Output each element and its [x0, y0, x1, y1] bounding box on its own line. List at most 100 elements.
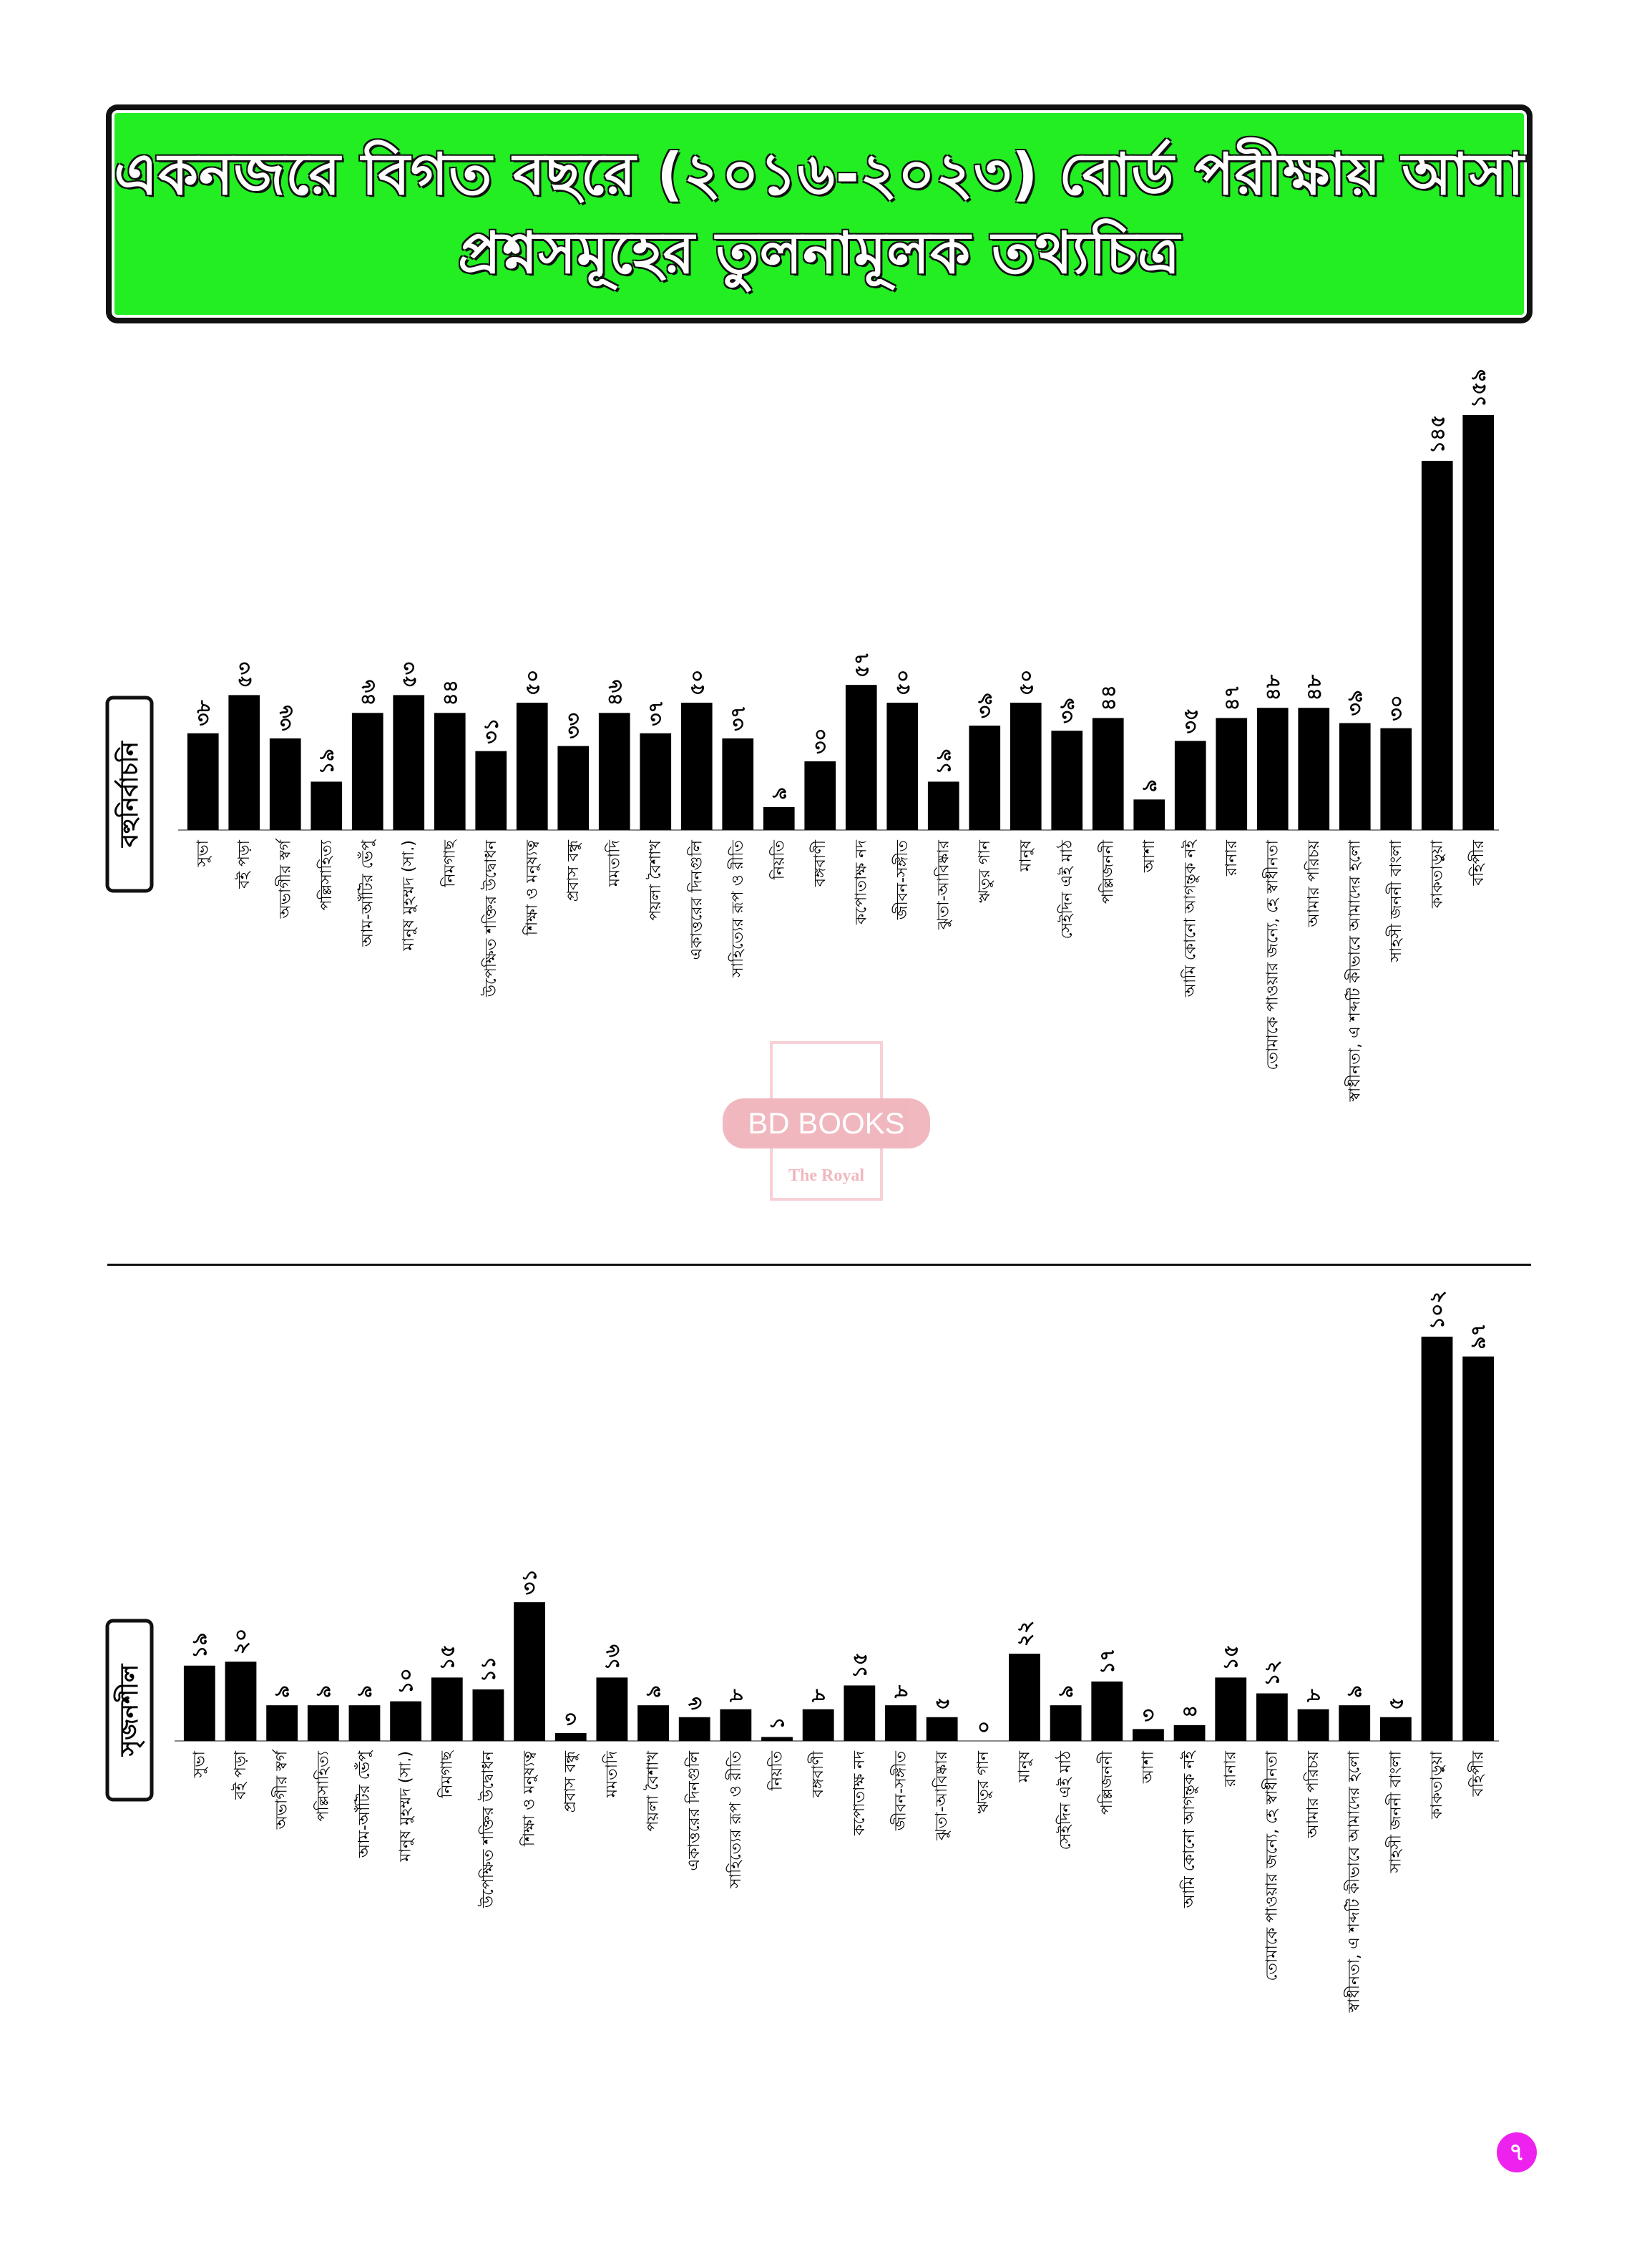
category-label-1-29: সাহসী জননী বাংলা	[1385, 1750, 1404, 1873]
bar-1-22	[1091, 1681, 1123, 1741]
value-label-1-31: ৯৭	[1467, 1323, 1490, 1349]
bar-1-29	[1379, 1717, 1412, 1741]
bar-0-11	[640, 733, 672, 830]
mcq-bar-chart: বহুনির্বাচনি ৩৮ সুভা ৫৩ বই পড়া ৩৬ অভাগীর স্বর…	[105, 369, 1499, 1102]
bar-0-4	[351, 713, 383, 830]
value-label-1-13: ৮	[724, 1689, 748, 1703]
bar-0-6	[434, 713, 466, 830]
value-label-0-21: ৩৯	[1055, 698, 1079, 723]
bar-1-26	[1256, 1693, 1288, 1741]
bar-0-15	[804, 761, 836, 830]
value-label-0-25: ৪৭	[1220, 685, 1243, 711]
bar-1-9	[554, 1732, 587, 1741]
category-label-0-23: আশা	[1140, 839, 1158, 873]
bar-0-30	[1421, 461, 1453, 830]
value-label-1-2: ৯	[270, 1685, 294, 1698]
category-label-0-6: নিমগাছ	[440, 839, 459, 887]
bar-0-18	[927, 781, 959, 830]
value-label-1-28: ৯	[1343, 1685, 1367, 1698]
category-label-0-3: পল্লিসাহিত্য	[317, 839, 336, 910]
bar-1-30	[1421, 1337, 1453, 1741]
category-label-0-11: পয়লা বৈশাখ	[646, 839, 665, 920]
category-label-0-26: তোমাকে পাওয়ার জন্যে, হে স্বাধীনতা	[1262, 839, 1281, 1070]
value-label-1-10: ১৬	[600, 1644, 624, 1670]
bar-0-9	[557, 746, 590, 830]
title-banner: একনজরে বিগত বছরে (২০১৬-২০২৩) বোর্ড পরীক্…	[107, 106, 1531, 322]
bar-0-23	[1133, 799, 1165, 830]
bar-0-28	[1339, 723, 1371, 830]
category-label-1-8: শিক্ষা ও মনুষ্যত্ব	[520, 1751, 539, 1848]
category-label-0-17: জীবন-সঙ্গীত	[892, 840, 911, 921]
bar-0-29	[1380, 728, 1412, 830]
value-label-1-25: ১৫	[1219, 1644, 1243, 1670]
value-label-1-29: ৫	[1384, 1697, 1407, 1710]
category-label-1-21: সেইদিন এই মাঠ	[1055, 1750, 1075, 1850]
value-label-0-20: ৫০	[1014, 670, 1037, 696]
watermark-logo: BD BOOKS The Royal	[723, 1041, 930, 1202]
bar-1-3	[307, 1705, 339, 1741]
value-label-0-15: ৩০	[808, 728, 832, 754]
category-label-0-12: একাত্তরের দিনগুলি	[687, 839, 705, 960]
category-label-0-4: আম-আঁটির ভেঁপু	[357, 839, 376, 947]
category-label-0-19: ঋতুর গান	[976, 839, 994, 903]
category-label-0-13: সাহিত্যের রূপ ও রীতি	[728, 840, 747, 978]
value-label-1-3: ৯	[311, 1685, 335, 1698]
section-divider	[107, 1264, 1531, 1266]
value-label-0-0: ৩৮	[191, 700, 215, 726]
category-label-0-31: বহিপীর	[1468, 839, 1487, 886]
value-label-0-5: ৫৩	[397, 662, 421, 688]
category-label-0-8: শিক্ষা ও মনুষ্যত্ব	[522, 840, 541, 937]
bar-1-12	[678, 1717, 710, 1741]
category-label-1-17: জীবন-সঙ্গীত	[890, 1751, 909, 1832]
bar-1-31	[1462, 1356, 1495, 1741]
category-label-0-24: আমি কোনো আগন্তুক নই	[1181, 839, 1200, 997]
value-label-0-14: ৯	[767, 787, 791, 800]
bar-0-8	[516, 703, 548, 830]
category-label-0-2: অভাগীর স্বর্গ	[275, 838, 294, 919]
value-label-0-29: ৩০	[1384, 695, 1408, 721]
category-label-1-0: সুভা	[190, 1750, 208, 1778]
bar-1-6	[431, 1677, 463, 1741]
category-label-0-20: মানুষ	[1017, 839, 1035, 872]
value-label-0-4: ৪৬	[356, 680, 379, 706]
value-label-0-24: ৩৫	[1178, 708, 1202, 733]
bar-1-20	[1009, 1654, 1040, 1741]
category-label-1-30: কাকতাড়ুয়া	[1428, 1750, 1446, 1820]
bar-1-15	[802, 1709, 834, 1741]
category-label-0-28: স্বাধীনতা, এ শব্দটি কীভাবে আমাদের হলো	[1344, 839, 1364, 1102]
value-label-1-9: ৩	[559, 1713, 582, 1726]
page-number: ৭	[1497, 2132, 1537, 2172]
bar-1-4	[348, 1705, 381, 1741]
category-label-1-12: একাত্তরের দিনগুলি	[685, 1750, 703, 1870]
bar-0-3	[311, 781, 343, 830]
category-label-1-2: অভাগীর স্বর্গ	[272, 1749, 291, 1830]
bar-0-25	[1216, 718, 1248, 830]
category-label-0-10: মমতাদি	[605, 840, 623, 888]
category-label-1-7: উপেক্ষিত শক্তির উদ্বোধন	[478, 1750, 497, 1908]
bar-0-13	[722, 738, 754, 830]
bar-0-5	[393, 695, 425, 830]
bar-1-28	[1339, 1705, 1371, 1741]
bar-1-2	[266, 1705, 298, 1741]
category-label-0-18: ঝুতা-আবিষ্কার	[934, 839, 952, 930]
value-label-0-6: ৪৪	[438, 680, 461, 706]
bar-0-12	[680, 703, 713, 830]
category-label-1-13: সাহিত্যের রূপ ও রীতি	[725, 1751, 745, 1889]
value-label-0-2: ৩৬	[273, 705, 297, 731]
bar-1-0	[183, 1665, 215, 1741]
value-label-0-7: ৩১	[479, 718, 503, 743]
value-label-1-19: ০	[972, 1721, 995, 1734]
title-line-1: একনজরে বিগত বছরে (২০১৬-২০২৩) বোর্ড পরীক্…	[114, 141, 1525, 208]
category-label-0-22: পল্লিজননী	[1098, 839, 1117, 904]
category-label-1-31: বহিপীর	[1468, 1750, 1487, 1797]
value-label-0-9: ৩৩	[562, 713, 585, 738]
value-label-1-1: ২০	[229, 1629, 253, 1654]
value-label-1-0: ১৯	[187, 1632, 211, 1658]
category-label-1-1: বই পড়া	[231, 1750, 250, 1800]
category-label-0-21: সেইদিন এই মাঠ	[1057, 839, 1076, 940]
bar-1-17	[885, 1705, 917, 1741]
bar-1-18	[926, 1717, 958, 1741]
value-label-0-22: ৪৪	[1096, 685, 1120, 711]
value-label-1-23: ৩	[1136, 1709, 1160, 1722]
bar-1-8	[514, 1602, 545, 1741]
